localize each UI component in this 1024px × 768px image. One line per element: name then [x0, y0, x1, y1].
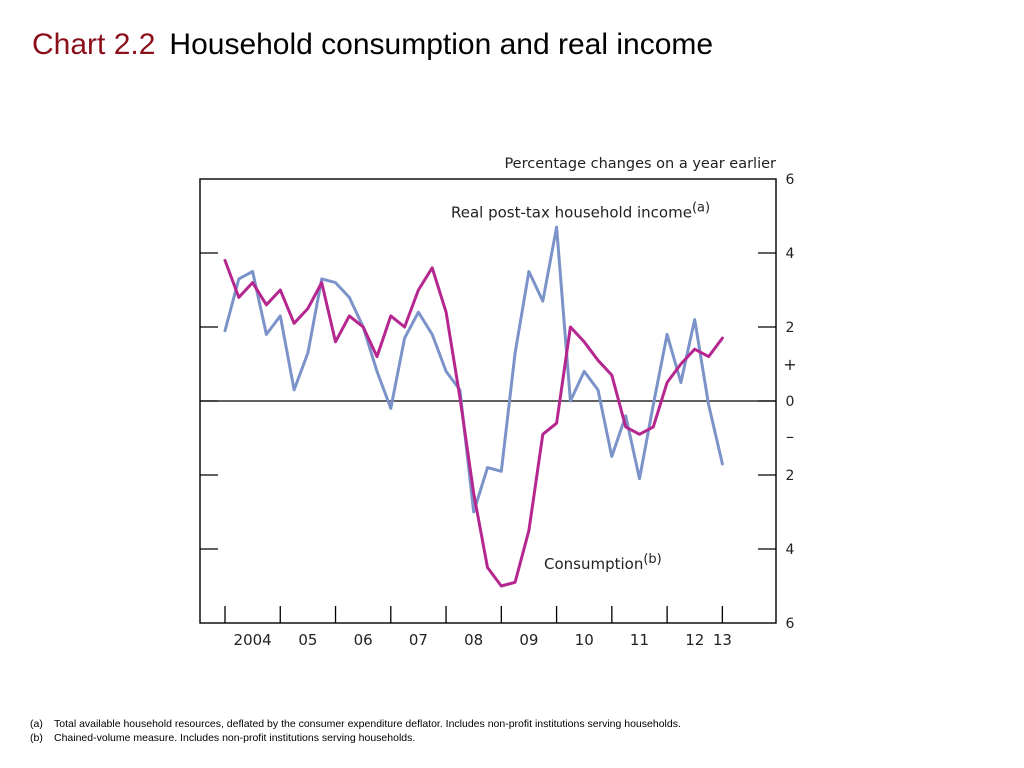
x-tick-label: 09	[519, 631, 538, 649]
axis-note: Percentage changes on a year earlier	[504, 156, 776, 172]
x-tick-label: 05	[298, 631, 317, 649]
page-title: Chart 2.2 Household consumption and real …	[32, 28, 713, 62]
consumption-footnote-ref: (b)	[643, 552, 661, 567]
y-tick-label: 2	[786, 320, 795, 336]
chart-title: Household consumption and real income	[169, 28, 714, 61]
footnote-a: (a) Total available household resources, …	[30, 717, 1010, 731]
income-line	[223, 225, 724, 514]
footnote-a-key: (a)	[30, 718, 43, 730]
footnotes: (a) Total available household resources, …	[30, 717, 1010, 745]
y-tick-label: 2	[786, 468, 795, 484]
income-footnote-ref: (a)	[692, 200, 710, 215]
x-tick-label: 10	[575, 631, 594, 649]
x-tick-label: 08	[464, 631, 483, 649]
x-tick-label: 12	[685, 631, 704, 649]
line-chart: 6 4 2 0 2 4 6 + – Percentage changes on a year ea…	[199, 156, 797, 649]
x-tick-label: 07	[409, 631, 428, 649]
consumption-series-label: Consumption(b)	[544, 552, 662, 573]
footnote-b-key: (b)	[30, 732, 43, 744]
x-tick-label: 06	[354, 631, 373, 649]
minus-sign: –	[786, 427, 794, 446]
y-tick-label: 4	[786, 246, 795, 262]
income-series-label: Real post-tax household income(a)	[451, 200, 710, 221]
x-tick-label: 2004	[234, 631, 272, 649]
footnote-b: (b) Chained-volume measure. Includes non-…	[30, 731, 1010, 745]
chart-number: Chart 2.2	[32, 28, 156, 61]
x-tick-label: 11	[630, 631, 649, 649]
footnote-a-text: Total available household resources, def…	[54, 718, 681, 730]
consumption-line	[223, 258, 724, 588]
footnote-b-text: Chained-volume measure. Includes non-pro…	[54, 732, 416, 744]
plus-sign: +	[783, 355, 796, 374]
y-tick-label: 4	[786, 542, 795, 558]
y-tick-label: 0	[786, 394, 795, 410]
y-tick-label: 6	[786, 616, 795, 632]
x-tick-label: 13	[713, 631, 732, 649]
y-tick-label: 6	[786, 172, 795, 188]
